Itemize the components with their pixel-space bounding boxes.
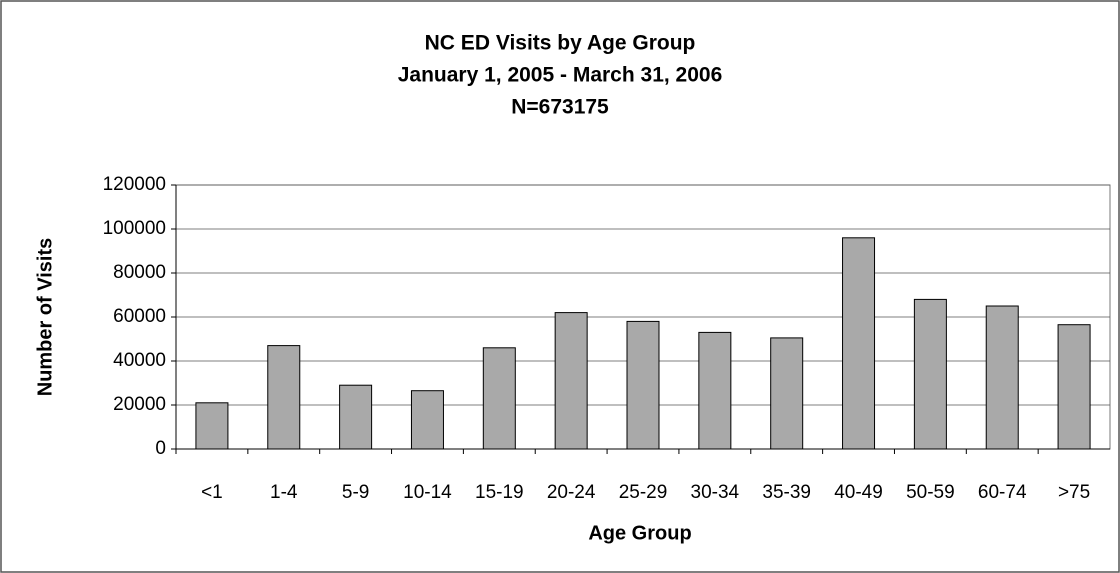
x-tick-label: 60-74 [978, 482, 1027, 503]
y-tick-label: 20000 [113, 394, 166, 415]
x-axis-title: Age Group [588, 522, 691, 544]
x-tick-label: 25-29 [619, 482, 668, 503]
y-tick-label: 100000 [103, 218, 166, 239]
bar [913, 298, 947, 450]
y-tick-label: 60000 [113, 306, 166, 327]
bar [1057, 324, 1091, 450]
bar [770, 337, 804, 450]
x-tick-label: 35-39 [762, 482, 811, 503]
chart-subtitle: January 1, 2005 - March 31, 2006 [398, 64, 723, 87]
y-tick-label: 0 [155, 438, 166, 459]
x-tick-label: 5-9 [342, 482, 369, 503]
x-tick-label: 1-4 [270, 482, 298, 503]
y-tick-label: 40000 [113, 350, 166, 371]
bar [626, 320, 660, 450]
y-axis-title: Number of Visits [34, 238, 56, 397]
x-tick-label: <1 [201, 482, 223, 503]
y-tick-label: 120000 [103, 174, 166, 195]
annotation: N=673175 [511, 96, 609, 119]
bar [482, 347, 516, 450]
x-tick-label: 15-19 [475, 482, 524, 503]
x-tick-label: 50-59 [906, 482, 955, 503]
y-tick-label: 80000 [113, 262, 166, 283]
x-tick-label: 40-49 [834, 482, 883, 503]
x-tick-label: >75 [1058, 482, 1090, 503]
bar [842, 237, 876, 450]
bar [554, 312, 588, 450]
x-tick-label: 10-14 [403, 482, 452, 503]
bar [698, 331, 732, 450]
bar [267, 345, 301, 450]
chart-title: NC ED Visits by Age Group [425, 32, 696, 55]
bar [195, 402, 229, 450]
bar [410, 390, 444, 450]
bar [985, 305, 1019, 450]
x-tick-label: 30-34 [691, 482, 740, 503]
x-tick-label: 20-24 [547, 482, 596, 503]
bar [339, 384, 373, 450]
